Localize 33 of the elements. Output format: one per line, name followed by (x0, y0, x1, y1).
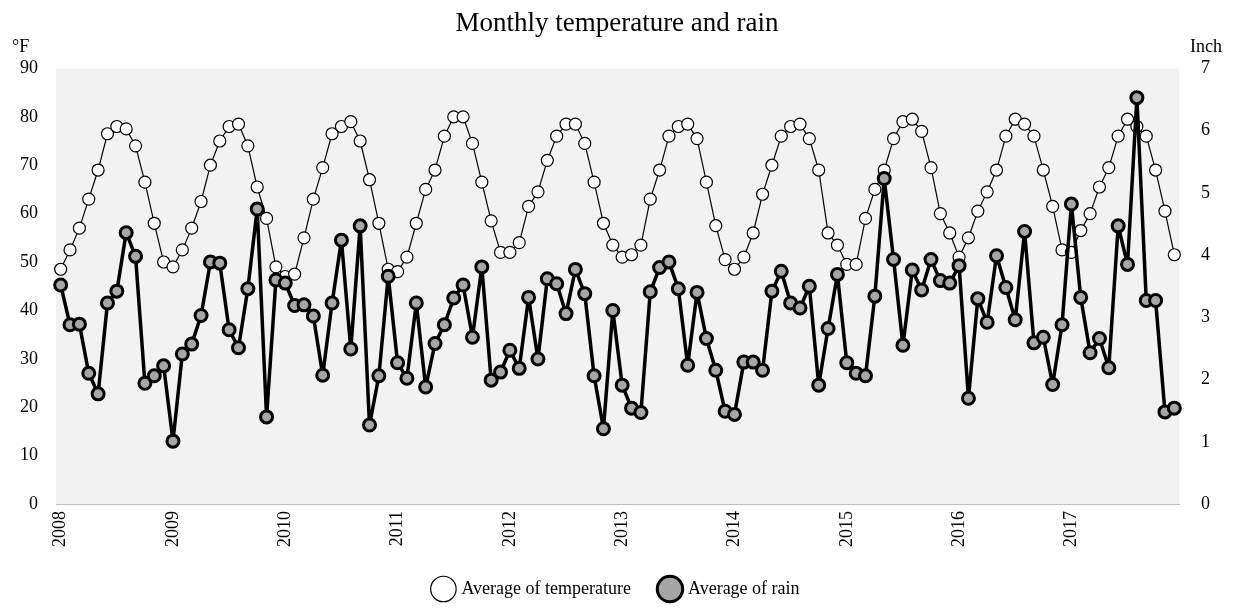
y-tick-label: 10 (20, 444, 38, 465)
y-tick-label: 40 (20, 299, 38, 320)
legend-label: Average of rain (687, 577, 800, 598)
x-tick-label: 2015 (835, 511, 856, 547)
y-tick-label: 0 (29, 492, 38, 513)
y2-tick-label: 6 (1201, 119, 1210, 140)
x-tick-label: 2013 (610, 511, 631, 547)
y2-axis-title: Inch (1190, 36, 1222, 57)
x-tick-label: 2014 (723, 511, 744, 547)
y2-tick-label: 2 (1201, 368, 1210, 389)
x-tick-label: 2010 (274, 511, 295, 547)
y-axis-title: °F (12, 36, 30, 57)
y2-tick-label: 4 (1201, 243, 1210, 264)
x-tick-label: 2012 (498, 511, 519, 547)
y-tick-label: 90 (20, 57, 38, 78)
y2-tick-label: 0 (1201, 492, 1210, 513)
x-tick-label: 2009 (161, 511, 182, 547)
y-tick-label: 80 (20, 105, 38, 126)
legend-label: Average of temperature (461, 577, 631, 598)
y-tick-label: 20 (20, 395, 38, 416)
y-tick-label: 50 (20, 250, 38, 271)
y2-tick-label: 7 (1201, 57, 1210, 78)
y-tick-label: 60 (20, 202, 38, 223)
x-tick-label: 2008 (49, 511, 70, 547)
x-tick-label: 2011 (386, 511, 407, 547)
y-tick-label: 70 (20, 153, 38, 174)
y2-tick-label: 3 (1201, 306, 1210, 327)
y-tick-label: 30 (20, 347, 38, 368)
y2-tick-label: 1 (1201, 430, 1210, 451)
x-tick-label: 2017 (1060, 511, 1081, 547)
chart-title: Monthly temperature and rain (455, 7, 780, 38)
x-tick-label: 2016 (947, 511, 968, 547)
y2-tick-label: 5 (1201, 181, 1210, 202)
